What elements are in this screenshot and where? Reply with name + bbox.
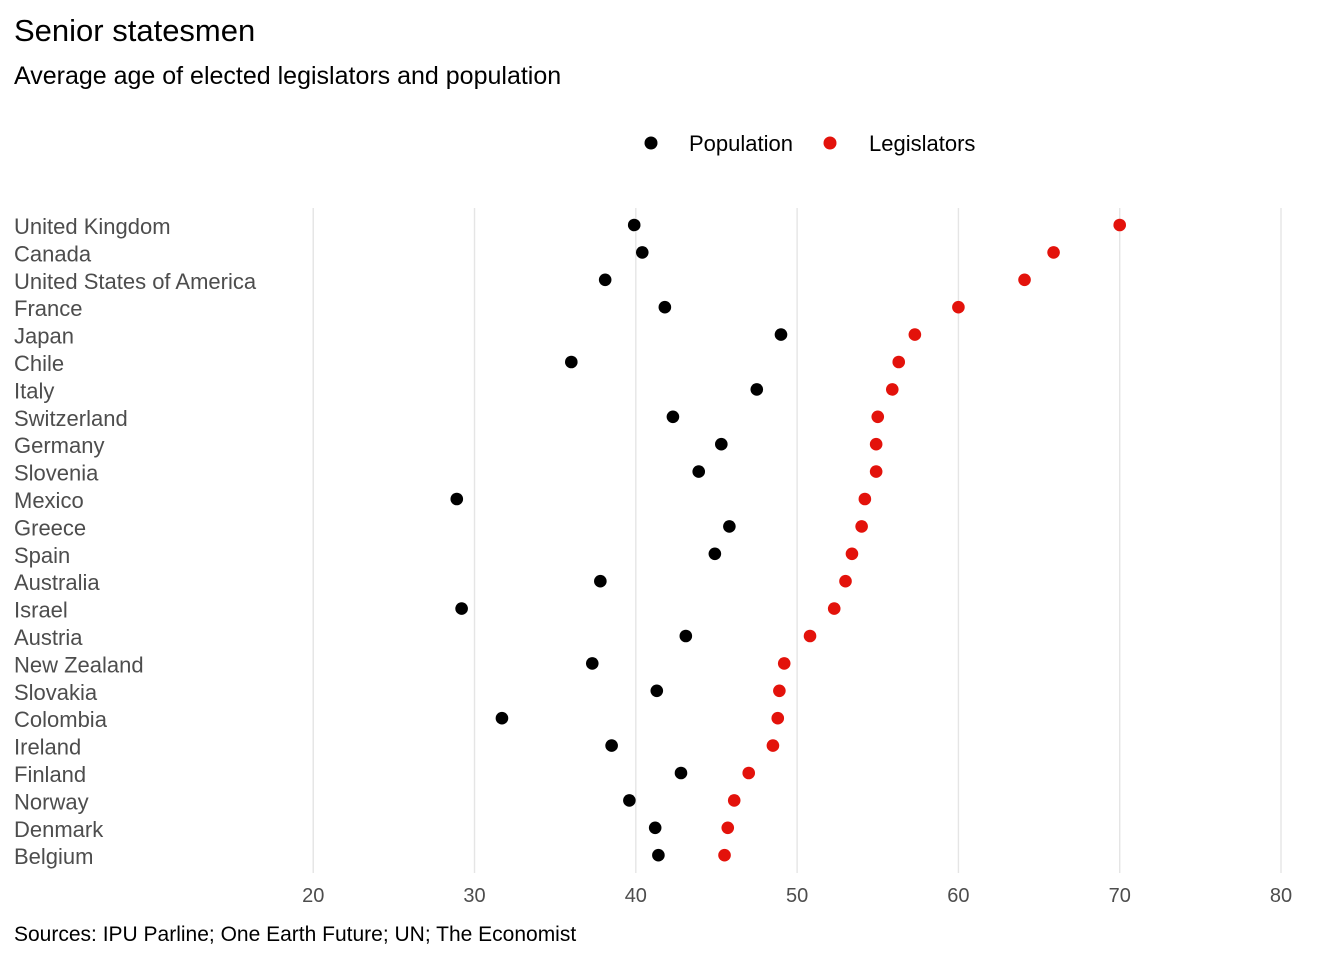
y-label-greece: Greece <box>14 515 86 540</box>
point-population-united-states-of-america <box>598 273 612 287</box>
x-tick-label-20: 20 <box>302 885 324 907</box>
point-population-belgium <box>652 848 665 862</box>
legend-population-label: Population <box>689 131 793 156</box>
point-legislators-italy <box>885 383 899 396</box>
point-population-israel <box>455 602 468 615</box>
point-population-new-zealand <box>585 657 599 670</box>
point-population-germany <box>715 437 728 451</box>
point-legislators-slovenia <box>869 465 883 478</box>
y-label-japan: Japan <box>14 324 74 349</box>
point-population-slovakia <box>650 684 664 698</box>
point-legislators-united-states-of-america <box>1018 273 1031 287</box>
point-legislators-greece <box>855 520 868 533</box>
x-tick-label-60: 60 <box>947 885 969 907</box>
point-population-ireland <box>605 739 618 752</box>
point-population-colombia <box>495 711 509 725</box>
point-population-australia <box>594 574 607 588</box>
y-label-belgium: Belgium <box>14 844 93 869</box>
chart-source: Sources: IPU Parline; One Earth Future; … <box>14 923 576 946</box>
point-population-switzerland <box>666 410 680 424</box>
point-legislators-canada <box>1047 246 1060 259</box>
point-legislators-mexico <box>858 492 872 506</box>
y-label-canada: Canada <box>14 241 92 266</box>
y-label-ireland: Ireland <box>14 735 81 760</box>
chart-title: Senior statesmen <box>14 13 255 48</box>
point-legislators-united-kingdom <box>1113 218 1127 232</box>
y-label-united-states-of-america: United States of America <box>14 269 257 294</box>
legend-legislators-marker <box>823 136 837 150</box>
point-population-united-kingdom <box>627 218 641 232</box>
point-legislators-finland <box>742 766 756 780</box>
point-population-japan <box>774 328 788 341</box>
point-legislators-chile <box>892 355 906 369</box>
point-legislators-spain <box>845 547 859 561</box>
y-label-germany: Germany <box>14 433 104 458</box>
x-tick-label-30: 30 <box>463 885 485 907</box>
point-legislators-new-zealand <box>777 657 791 670</box>
point-population-spain <box>708 547 722 561</box>
y-label-france: France <box>14 296 82 321</box>
x-tick-label-40: 40 <box>625 885 647 907</box>
y-label-switzerland: Switzerland <box>14 406 128 431</box>
point-legislators-japan <box>908 328 922 341</box>
y-label-slovenia: Slovenia <box>14 461 99 486</box>
chart-subtitle: Average age of elected legislators and p… <box>14 62 561 90</box>
y-label-norway: Norway <box>14 789 89 814</box>
point-population-slovenia <box>692 465 706 478</box>
point-legislators-france <box>952 300 965 314</box>
point-population-canada <box>635 246 649 259</box>
legend: Population Legislators <box>644 131 975 156</box>
point-population-italy <box>750 383 764 396</box>
x-tick-label-70: 70 <box>1109 885 1131 907</box>
y-label-slovakia: Slovakia <box>14 680 98 705</box>
point-population-denmark <box>648 821 662 835</box>
y-label-australia: Australia <box>14 570 100 595</box>
point-population-finland <box>674 766 688 780</box>
y-label-colombia: Colombia <box>14 707 108 732</box>
point-legislators-austria <box>803 629 817 643</box>
y-label-spain: Spain <box>14 543 70 568</box>
point-legislators-ireland <box>766 739 780 752</box>
point-legislators-switzerland <box>871 410 885 424</box>
point-population-norway <box>623 794 636 807</box>
legend-population-marker <box>644 136 658 150</box>
y-label-chile: Chile <box>14 351 64 376</box>
point-population-greece <box>723 520 736 533</box>
y-label-israel: Israel <box>14 598 68 623</box>
point-legislators-belgium <box>718 848 731 862</box>
y-label-italy: Italy <box>14 378 54 403</box>
point-legislators-denmark <box>721 821 735 835</box>
x-tick-label-80: 80 <box>1270 885 1292 907</box>
legend-legislators-label: Legislators <box>869 131 975 156</box>
point-legislators-australia <box>839 574 852 588</box>
x-tick-label-50: 50 <box>786 885 808 907</box>
data-points <box>450 218 1127 862</box>
y-label-mexico: Mexico <box>14 488 84 513</box>
point-population-france <box>658 300 672 314</box>
point-population-austria <box>679 629 693 643</box>
point-legislators-israel <box>827 602 841 615</box>
y-label-united-kingdom: United Kingdom <box>14 214 171 239</box>
y-label-finland: Finland <box>14 762 86 787</box>
y-label-new-zealand: New Zealand <box>14 652 144 677</box>
y-label-austria: Austria <box>14 625 83 650</box>
point-legislators-norway <box>727 794 741 807</box>
y-label-denmark: Denmark <box>14 817 104 842</box>
x-axis-labels: 20 30 40 50 60 70 80 <box>302 885 1292 907</box>
point-population-mexico <box>450 492 464 506</box>
point-population-chile <box>565 355 578 369</box>
point-legislators-germany <box>869 437 883 451</box>
point-legislators-slovakia <box>773 684 786 698</box>
point-legislators-colombia <box>771 711 785 725</box>
gridlines <box>312 208 1282 873</box>
